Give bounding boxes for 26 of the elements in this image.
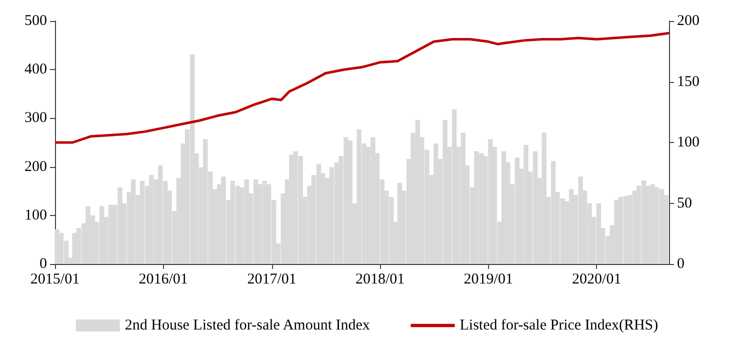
y-tick-label: 200 <box>24 158 47 175</box>
y2-tick-label: 200 <box>677 13 700 29</box>
bar <box>54 229 60 264</box>
y-tick-label: 0 <box>40 256 47 272</box>
legend-label: 2nd House Listed for-sale Amount Index <box>124 318 370 334</box>
y2-tick-label: 50 <box>677 195 692 212</box>
y-tick-label: 400 <box>24 62 47 78</box>
x-tick-label: 2017/01 <box>247 272 296 288</box>
y2-tick-label: 100 <box>677 134 700 150</box>
bar <box>130 179 136 264</box>
y-tick-label: 300 <box>24 110 47 126</box>
line-series <box>54 32 670 144</box>
y-tick-label: 500 <box>24 13 47 29</box>
x-tick-label: 2018/01 <box>356 272 405 288</box>
bar <box>627 194 632 264</box>
bar <box>348 140 352 264</box>
x-tick-label: 2016/01 <box>138 272 188 288</box>
x-tick-label: 2019/01 <box>464 272 513 288</box>
bar <box>140 180 145 264</box>
legend-label: Listed for-sale Price Index(RHS) <box>460 318 658 334</box>
y2-tick-label: 150 <box>677 74 700 90</box>
bar <box>149 175 154 264</box>
x-tick-label: 2020/01 <box>572 272 622 288</box>
y2-tick-label: 0 <box>677 256 684 272</box>
x-tick-label: 2015/01 <box>30 272 80 288</box>
y-tick-label: 100 <box>24 207 47 224</box>
